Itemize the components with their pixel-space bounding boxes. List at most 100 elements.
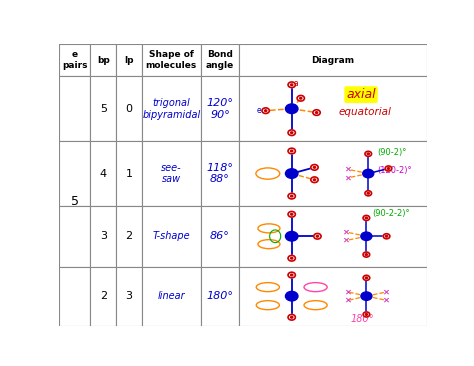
Bar [142, 44, 201, 76]
Bar [59, 76, 91, 141]
Text: a: a [294, 79, 299, 88]
Text: 3: 3 [126, 291, 133, 301]
Circle shape [291, 150, 293, 152]
Circle shape [291, 257, 293, 259]
Circle shape [361, 232, 372, 240]
Text: (90-2-2)°: (90-2-2)° [372, 209, 410, 218]
Text: ✕: ✕ [343, 228, 350, 236]
Bar [142, 141, 201, 206]
Text: ✕: ✕ [383, 296, 390, 305]
Circle shape [291, 132, 293, 134]
Text: 3: 3 [100, 231, 107, 241]
Circle shape [316, 112, 318, 113]
Circle shape [288, 193, 295, 199]
Bar [201, 44, 239, 76]
Text: equatorial: equatorial [338, 107, 391, 116]
Text: T-shape: T-shape [153, 231, 190, 241]
Circle shape [363, 275, 370, 280]
Text: 2: 2 [100, 291, 107, 301]
Circle shape [383, 234, 390, 239]
Circle shape [311, 165, 318, 170]
Circle shape [264, 110, 267, 112]
Bar [91, 76, 116, 141]
Bar [116, 206, 142, 266]
Text: 180°: 180° [207, 291, 234, 301]
Bar [201, 76, 239, 141]
Circle shape [363, 216, 370, 220]
Circle shape [363, 169, 374, 178]
Bar [59, 141, 91, 206]
Circle shape [365, 191, 372, 196]
Text: trigonal
bipyramidal: trigonal bipyramidal [142, 98, 201, 120]
Text: Shape of
molecules: Shape of molecules [146, 51, 197, 70]
Circle shape [367, 193, 369, 194]
Circle shape [365, 217, 367, 219]
Text: 118°
88°: 118° 88° [207, 163, 234, 184]
Circle shape [262, 108, 269, 113]
Text: 86°: 86° [210, 231, 230, 241]
Text: linear: linear [157, 291, 185, 301]
Bar [116, 266, 142, 326]
Text: 0: 0 [126, 104, 133, 114]
Circle shape [385, 235, 388, 237]
Bar [201, 266, 239, 326]
Text: ✕: ✕ [345, 287, 352, 296]
Circle shape [285, 231, 298, 241]
Text: 1: 1 [126, 169, 133, 179]
Circle shape [363, 312, 370, 317]
Text: Bond
angle: Bond angle [206, 51, 234, 70]
Circle shape [288, 272, 295, 278]
Bar [239, 206, 427, 266]
Bar [59, 44, 91, 76]
Circle shape [291, 195, 293, 197]
Circle shape [297, 96, 304, 101]
Bar [91, 266, 116, 326]
Circle shape [285, 291, 298, 301]
Bar [239, 44, 427, 76]
Circle shape [288, 148, 295, 154]
Text: 5: 5 [100, 104, 107, 114]
Bar [91, 141, 116, 206]
Circle shape [313, 110, 320, 115]
Circle shape [313, 167, 316, 168]
Circle shape [291, 317, 293, 318]
Text: (120-2)°: (120-2)° [377, 166, 412, 175]
Circle shape [365, 151, 372, 156]
Text: 120°
90°: 120° 90° [207, 98, 234, 120]
Text: ✕: ✕ [345, 296, 352, 305]
Text: 2: 2 [126, 231, 133, 241]
Circle shape [288, 314, 295, 320]
Circle shape [365, 314, 367, 315]
Bar [116, 76, 142, 141]
Circle shape [291, 274, 293, 276]
Circle shape [311, 177, 318, 183]
Circle shape [285, 169, 298, 178]
Text: (90-2)°: (90-2)° [377, 148, 407, 157]
Bar [116, 44, 142, 76]
Text: see-
saw: see- saw [161, 163, 182, 184]
Circle shape [285, 104, 298, 113]
Circle shape [300, 97, 302, 99]
Bar [201, 141, 239, 206]
Text: Diagram: Diagram [311, 56, 355, 65]
Circle shape [316, 235, 319, 237]
Text: bp: bp [97, 56, 109, 65]
Circle shape [288, 212, 295, 217]
Bar [59, 266, 91, 326]
Bar [59, 206, 91, 266]
Circle shape [385, 166, 392, 171]
Circle shape [314, 234, 321, 239]
Text: axial: axial [346, 88, 376, 101]
Circle shape [365, 277, 367, 279]
Circle shape [387, 168, 390, 169]
Bar [116, 141, 142, 206]
Text: 5: 5 [71, 195, 79, 208]
Text: ✕: ✕ [345, 173, 352, 182]
Circle shape [291, 84, 293, 86]
Bar [142, 76, 201, 141]
Circle shape [291, 213, 293, 215]
Text: 180°: 180° [351, 314, 374, 324]
Circle shape [361, 292, 372, 300]
Bar [201, 206, 239, 266]
Bar [91, 44, 116, 76]
